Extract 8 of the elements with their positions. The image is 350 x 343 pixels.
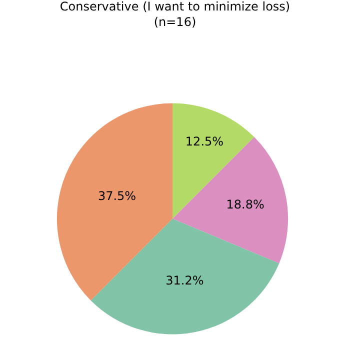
pie-slice — [172, 137, 288, 264]
data-label: 37.5% — [98, 188, 136, 203]
data-label: 18.8% — [226, 197, 264, 212]
data-label: 31.2% — [166, 274, 204, 288]
pie-slice — [90, 218, 280, 334]
data-label: 12.5% — [185, 134, 224, 149]
chart-subtitle: (n=16) — [154, 14, 196, 29]
chart-title: Conservative (I want to minimize loss) — [60, 0, 290, 14]
